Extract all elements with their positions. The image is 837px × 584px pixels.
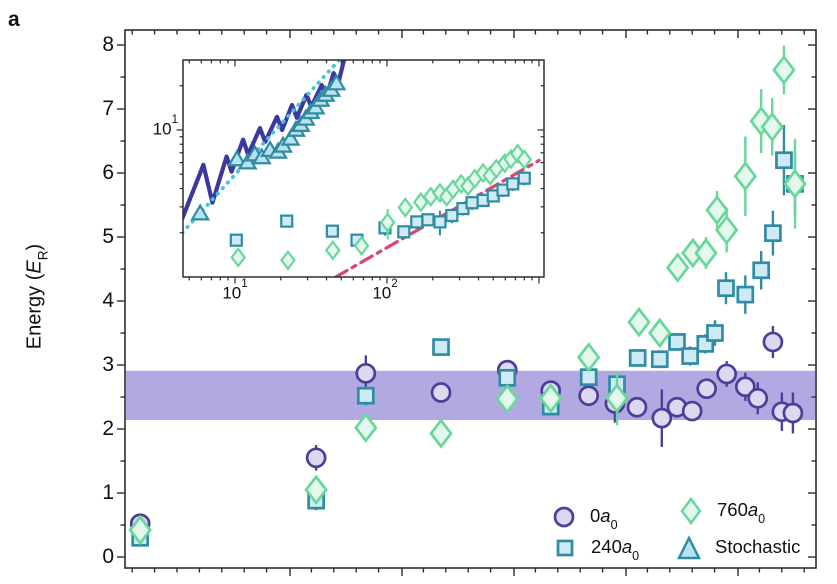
y-tick-label: 3 [102,353,114,376]
legend-label: 760a0 [717,498,766,526]
y-tick-label: 8 [102,33,114,56]
legend-item-stochastic: Stochastic [674,533,800,563]
legend-label: Stochastic [715,535,801,557]
inset-x-tick-label-100: 102 [372,277,398,303]
legend-marker-triangle-icon [676,535,702,560]
y-tick-label: 7 [102,97,114,120]
legend-item-240a0: 240a0 [550,533,639,563]
inset-series-stochastic [190,73,347,221]
inset-x-tick-label-10: 101 [222,277,248,303]
legend-marker-circle-icon [553,506,575,528]
legend-item-0a0: 0a0 [549,502,618,532]
y-tick-label: 2 [102,417,114,440]
legend-marker-square-icon [556,539,574,557]
inset-series-760a0 [230,143,533,271]
y-tick-label: 6 [102,161,114,184]
inset-series-240a0 [229,171,531,247]
y-tick-label: 0 [102,545,114,568]
main-series-760a0 [128,45,807,546]
legend-marker-diamond-icon [680,496,702,526]
legend-label: 240a0 [591,535,640,563]
inset-axes-frame [182,59,545,278]
inset-plot [176,59,545,284]
panel-label: a [8,8,20,31]
inset-line-linear-growth-guide [183,60,342,235]
inset-y-tick-label: 101 [152,113,178,139]
y-tick-label: 1 [102,481,114,504]
legend-label: 0a0 [590,504,618,532]
y-tick-label: 4 [102,289,114,312]
legend-item-760a0: 760a0 [676,496,765,526]
y-tick-label: 5 [102,225,114,248]
main-plot [117,29,817,576]
main-axes-frame [124,29,817,569]
inset-content [183,60,541,277]
